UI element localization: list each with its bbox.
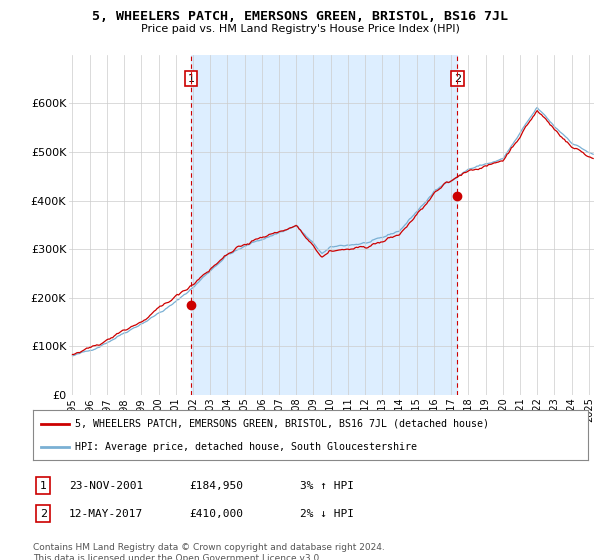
Text: 3% ↑ HPI: 3% ↑ HPI — [300, 480, 354, 491]
Text: 23-NOV-2001: 23-NOV-2001 — [69, 480, 143, 491]
Text: 5, WHEELERS PATCH, EMERSONS GREEN, BRISTOL, BS16 7JL: 5, WHEELERS PATCH, EMERSONS GREEN, BRIST… — [92, 10, 508, 23]
Text: £410,000: £410,000 — [189, 508, 243, 519]
Text: 5, WHEELERS PATCH, EMERSONS GREEN, BRISTOL, BS16 7JL (detached house): 5, WHEELERS PATCH, EMERSONS GREEN, BRIST… — [74, 418, 488, 428]
Text: £184,950: £184,950 — [189, 480, 243, 491]
Bar — [191, 55, 457, 395]
Text: HPI: Average price, detached house, South Gloucestershire: HPI: Average price, detached house, Sout… — [74, 442, 416, 452]
Text: 2: 2 — [454, 74, 461, 83]
Text: 1: 1 — [188, 74, 195, 83]
Text: 2: 2 — [40, 508, 47, 519]
Text: 12-MAY-2017: 12-MAY-2017 — [69, 508, 143, 519]
Text: Contains HM Land Registry data © Crown copyright and database right 2024.
This d: Contains HM Land Registry data © Crown c… — [33, 543, 385, 560]
Text: 1: 1 — [40, 480, 47, 491]
Text: Price paid vs. HM Land Registry's House Price Index (HPI): Price paid vs. HM Land Registry's House … — [140, 24, 460, 34]
Text: 2% ↓ HPI: 2% ↓ HPI — [300, 508, 354, 519]
